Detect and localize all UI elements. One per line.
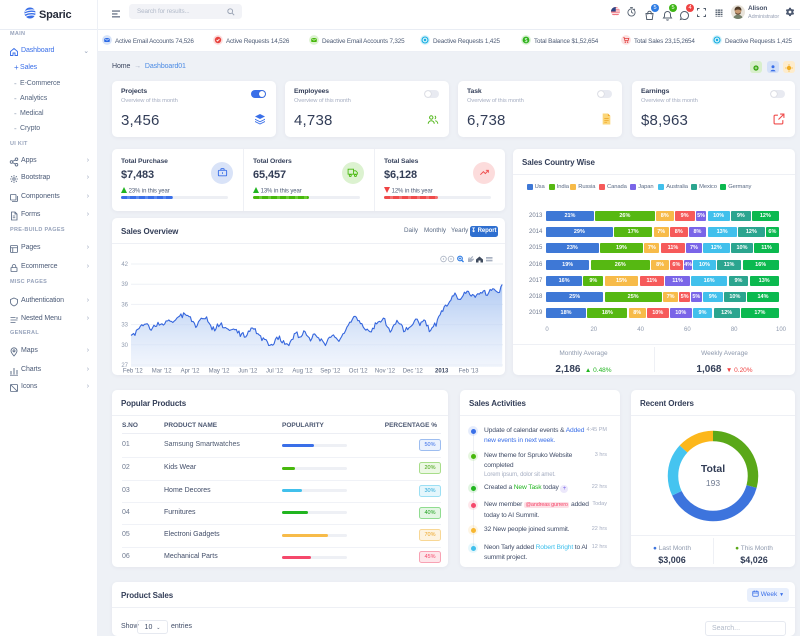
svg-text:Aug '12: Aug '12 [292,369,313,375]
svg-text:Nov '12: Nov '12 [375,369,396,375]
svg-text:Oct '12: Oct '12 [349,369,368,375]
svg-text:36: 36 [121,302,128,308]
svg-text:Sep '12: Sep '12 [320,369,341,375]
svg-text:39: 39 [121,282,128,288]
svg-text:May '12: May '12 [209,369,230,375]
svg-text:42: 42 [121,262,128,268]
svg-text:30: 30 [121,343,128,349]
svg-text:$: $ [525,38,528,44]
svg-text:Jul '12: Jul '12 [266,369,284,375]
svg-text:Dec '12: Dec '12 [403,369,424,375]
svg-text:Jun '12: Jun '12 [238,369,258,375]
svg-text:33: 33 [121,323,128,329]
svg-text:27: 27 [121,363,128,369]
svg-text:2013: 2013 [435,369,449,375]
svg-text:Mar '12: Mar '12 [152,369,172,375]
svg-text:Feb '12: Feb '12 [123,369,143,375]
svg-text:Apr '12: Apr '12 [181,369,200,375]
svg-text:Feb '13: Feb '13 [459,369,479,375]
